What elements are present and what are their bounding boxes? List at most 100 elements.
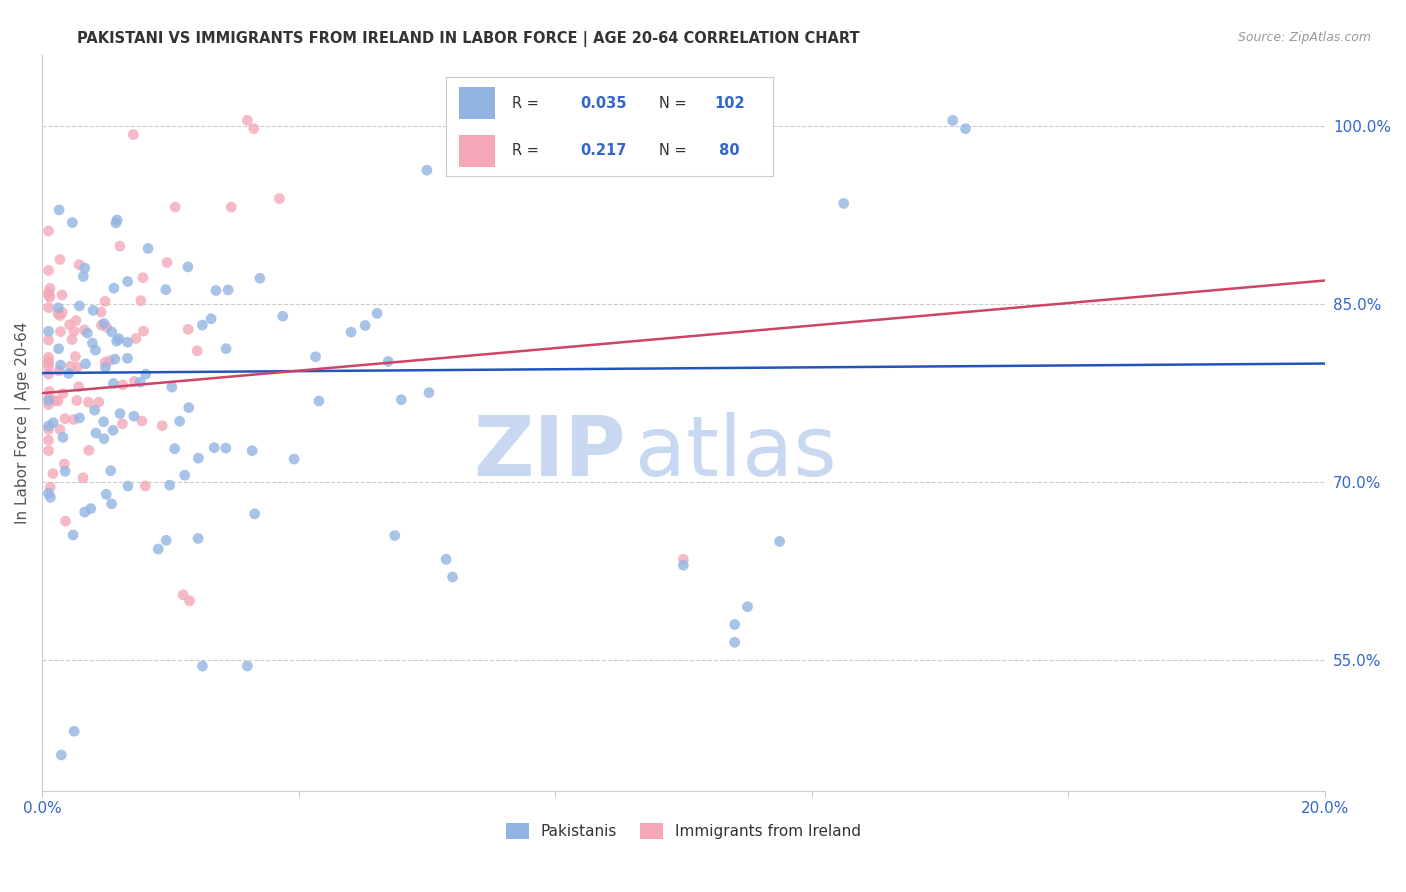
Point	[38, 486, 60, 500]
Point	[63, 324, 86, 338]
Point	[94, 294, 117, 309]
Point	[66, 359, 89, 374]
Point	[672, 558, 695, 573]
Text: ZIP: ZIP	[474, 412, 626, 492]
Point	[77, 443, 100, 458]
Point	[42, 416, 65, 430]
Point	[38, 398, 60, 412]
Point	[163, 442, 186, 456]
Point	[217, 283, 239, 297]
Legend: Pakistanis, Immigrants from Ireland: Pakistanis, Immigrants from Ireland	[499, 817, 868, 846]
Point	[103, 376, 125, 391]
Point	[39, 480, 62, 494]
Point	[58, 318, 80, 332]
Point	[38, 359, 60, 374]
Point	[832, 196, 855, 211]
Point	[100, 464, 122, 478]
Point	[76, 326, 98, 340]
Point	[87, 395, 110, 409]
Point	[38, 301, 60, 315]
Point	[177, 401, 200, 415]
Point	[269, 192, 291, 206]
Point	[52, 430, 75, 444]
Point	[148, 542, 170, 557]
Point	[60, 216, 83, 230]
Point	[179, 594, 201, 608]
Point	[132, 324, 155, 338]
Point	[96, 320, 118, 334]
Point	[377, 354, 399, 368]
Point	[38, 393, 60, 408]
Point	[93, 415, 115, 429]
Point	[38, 384, 60, 399]
Point	[84, 343, 107, 358]
Point	[63, 724, 86, 739]
Point	[51, 747, 73, 762]
Point	[155, 533, 177, 548]
Point	[49, 309, 72, 323]
Point	[38, 367, 60, 381]
Point	[191, 318, 214, 332]
Point	[240, 443, 263, 458]
Point	[59, 359, 82, 374]
Text: PAKISTANI VS IMMIGRANTS FROM IRELAND IN LABOR FORCE | AGE 20-64 CORRELATION CHAR: PAKISTANI VS IMMIGRANTS FROM IRELAND IN …	[77, 31, 860, 47]
Point	[38, 351, 60, 365]
Point	[205, 284, 228, 298]
Point	[38, 354, 60, 368]
Point	[132, 270, 155, 285]
Point	[82, 336, 104, 351]
Point	[499, 154, 522, 169]
Point	[200, 311, 222, 326]
Point	[215, 342, 238, 356]
Point	[48, 342, 70, 356]
Point	[117, 275, 139, 289]
Point	[38, 288, 60, 302]
Point	[72, 269, 94, 284]
Point	[249, 271, 271, 285]
Point	[117, 479, 139, 493]
Point	[62, 528, 84, 542]
Point	[100, 497, 122, 511]
Point	[135, 367, 157, 381]
Point	[55, 514, 77, 528]
Point	[236, 659, 259, 673]
Point	[117, 351, 139, 366]
Point	[38, 263, 60, 277]
Point	[768, 534, 790, 549]
Point	[38, 285, 60, 300]
Point	[108, 239, 131, 253]
Point	[101, 423, 124, 437]
Point	[441, 570, 464, 584]
Point	[39, 281, 62, 295]
Point	[283, 452, 305, 467]
Point	[434, 552, 457, 566]
Point	[67, 258, 90, 272]
Point	[129, 375, 152, 389]
Point	[221, 200, 243, 214]
Point	[83, 403, 105, 417]
Point	[177, 322, 200, 336]
Point	[160, 380, 183, 394]
Point	[105, 334, 128, 348]
Point	[242, 121, 264, 136]
Point	[42, 467, 65, 481]
Point	[51, 305, 73, 319]
Point	[131, 414, 153, 428]
Point	[724, 617, 747, 632]
Point	[65, 350, 87, 364]
Point	[48, 364, 70, 378]
Point	[65, 313, 87, 327]
Point	[84, 426, 107, 441]
Point	[44, 393, 66, 408]
Point	[737, 599, 759, 614]
Point	[389, 392, 412, 407]
Point	[75, 357, 97, 371]
Point	[165, 200, 187, 214]
Point	[942, 113, 965, 128]
Point	[49, 325, 72, 339]
Point	[177, 260, 200, 274]
Point	[418, 385, 440, 400]
Point	[38, 324, 60, 338]
Point	[52, 386, 75, 401]
Point	[236, 113, 259, 128]
